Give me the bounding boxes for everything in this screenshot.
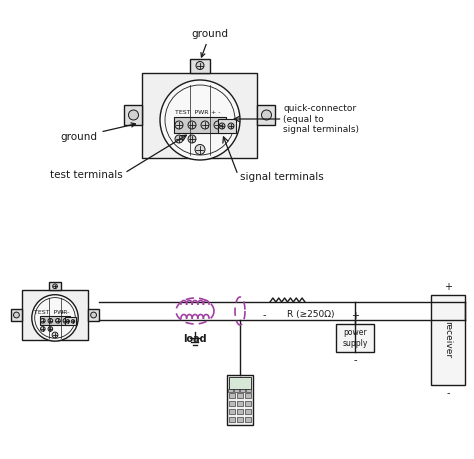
Text: -: -	[262, 310, 266, 320]
Bar	[237, 401, 243, 406]
Bar	[11, 309, 22, 321]
Circle shape	[71, 319, 75, 323]
Bar	[190, 58, 210, 73]
Text: + -: + -	[211, 110, 221, 115]
Circle shape	[214, 121, 222, 129]
Bar	[234, 389, 239, 392]
Bar	[229, 409, 235, 414]
Text: -: -	[446, 388, 450, 398]
Circle shape	[262, 110, 272, 120]
Circle shape	[52, 332, 58, 338]
Circle shape	[55, 319, 60, 323]
Circle shape	[53, 284, 57, 289]
Text: + -: + -	[60, 310, 69, 315]
Circle shape	[14, 312, 19, 318]
Circle shape	[219, 123, 225, 129]
Bar	[245, 401, 251, 406]
Bar	[65, 317, 76, 325]
Circle shape	[48, 327, 53, 331]
Text: load: load	[183, 334, 207, 344]
Text: signal terminals: signal terminals	[240, 172, 324, 182]
Circle shape	[175, 121, 183, 129]
Bar	[237, 393, 243, 398]
Bar	[257, 105, 275, 125]
Circle shape	[201, 121, 209, 129]
Bar	[245, 393, 251, 398]
Bar	[143, 73, 257, 157]
Circle shape	[48, 319, 53, 323]
Bar	[22, 291, 88, 340]
Bar	[229, 401, 235, 406]
Circle shape	[91, 312, 97, 318]
Bar	[431, 295, 465, 385]
Text: ground: ground	[191, 29, 228, 57]
Circle shape	[160, 80, 240, 160]
Bar	[88, 309, 99, 321]
Bar	[227, 375, 253, 425]
Bar	[229, 377, 251, 389]
Text: ground: ground	[61, 123, 136, 142]
Bar	[237, 409, 243, 414]
Bar	[237, 417, 243, 422]
Circle shape	[63, 319, 68, 323]
Text: +: +	[351, 311, 359, 321]
Circle shape	[196, 62, 204, 69]
Text: TEST  PWR: TEST PWR	[175, 110, 209, 115]
Bar	[229, 393, 235, 398]
Circle shape	[32, 295, 78, 341]
Text: quick-connector
(equal to
signal terminals): quick-connector (equal to signal termina…	[283, 104, 359, 134]
Circle shape	[40, 327, 45, 331]
Text: R (≥250Ω): R (≥250Ω)	[288, 310, 335, 319]
Bar	[240, 389, 245, 392]
Bar	[245, 409, 251, 414]
Circle shape	[128, 110, 138, 120]
Bar	[40, 316, 70, 325]
Circle shape	[175, 135, 183, 143]
Bar	[218, 119, 236, 133]
Text: -: -	[353, 355, 357, 365]
Circle shape	[195, 145, 205, 155]
Text: receiver: receiver	[444, 321, 453, 358]
Circle shape	[66, 319, 70, 323]
Bar	[49, 282, 61, 291]
Bar	[336, 324, 374, 352]
Circle shape	[188, 135, 196, 143]
Bar	[245, 417, 251, 422]
Bar	[228, 389, 233, 392]
Bar	[174, 117, 226, 133]
Text: test terminals: test terminals	[50, 170, 122, 180]
Circle shape	[188, 121, 196, 129]
Bar	[229, 417, 235, 422]
Text: +: +	[444, 282, 452, 292]
Bar	[125, 105, 143, 125]
Text: power
supply: power supply	[342, 328, 368, 348]
Circle shape	[40, 319, 45, 323]
Bar	[246, 389, 251, 392]
Text: TEST  PWR: TEST PWR	[34, 310, 67, 315]
Circle shape	[228, 123, 234, 129]
